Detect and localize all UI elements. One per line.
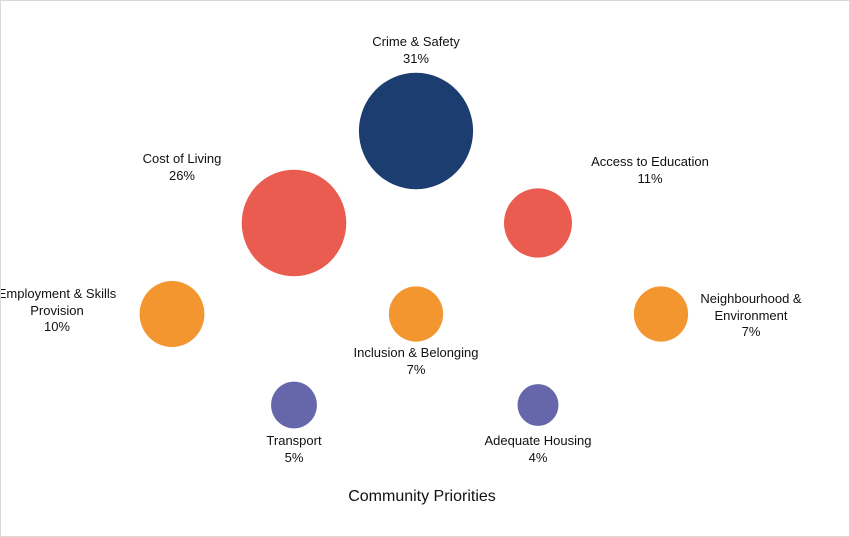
category-label: Employment & Skills — [0, 286, 117, 301]
bubble-2 — [504, 188, 572, 258]
bubble-1 — [241, 169, 347, 277]
value-label: 31% — [402, 50, 430, 66]
data-label: Adequate Housing 4% — [485, 433, 592, 466]
data-label: Crime & Safety 31% — [372, 34, 459, 67]
value-label: 26% — [168, 167, 196, 183]
category-label: Transport — [266, 433, 322, 448]
value-label: 11% — [637, 170, 663, 186]
value-label: 5% — [284, 449, 304, 465]
data-label: Neighbourhood & Environment 7% — [700, 291, 801, 341]
data-label: Access to Education 11% — [591, 154, 709, 187]
category-label: Inclusion & Belonging — [353, 345, 479, 360]
bubble-5 — [633, 286, 689, 342]
data-label: Employment & Skills Provision 10% — [0, 286, 117, 336]
category-label: Neighbourhood & — [700, 291, 802, 306]
category-label: Access to Education — [591, 154, 709, 169]
category-label: Environment — [714, 307, 788, 323]
data-label: Transport 5% — [266, 433, 321, 466]
bubble-6 — [271, 381, 317, 429]
bubble-0 — [358, 72, 474, 190]
data-label: Cost of Living 26% — [143, 151, 222, 184]
category-label: Adequate Housing — [484, 433, 592, 448]
category-label: Provision — [30, 302, 84, 318]
chart-title: Community Priorities — [348, 488, 496, 505]
bubble-7 — [517, 384, 559, 426]
value-label: 7% — [741, 324, 761, 339]
value-label: 7% — [406, 361, 426, 377]
data-label: Inclusion & Belonging 7% — [353, 345, 478, 378]
value-label: 4% — [528, 449, 548, 465]
value-label: 10% — [43, 319, 71, 334]
category-label: Crime & Safety — [372, 34, 460, 49]
bubble-3 — [139, 280, 205, 348]
category-label: Cost of Living — [142, 151, 222, 166]
bubble-4 — [388, 286, 444, 342]
